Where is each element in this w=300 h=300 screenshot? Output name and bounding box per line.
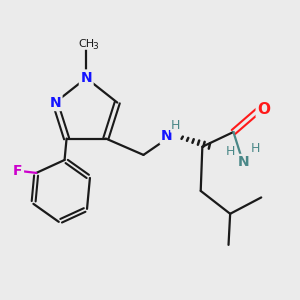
Text: N: N [49,96,61,110]
Text: H: H [251,142,260,155]
Text: H: H [171,119,180,132]
Text: N: N [80,71,92,85]
Text: 3: 3 [92,42,98,51]
Text: H: H [226,145,236,158]
Text: N: N [161,129,173,143]
Text: O: O [257,102,270,117]
Text: F: F [13,164,22,178]
Text: CH: CH [78,39,94,49]
Text: N: N [238,155,250,170]
